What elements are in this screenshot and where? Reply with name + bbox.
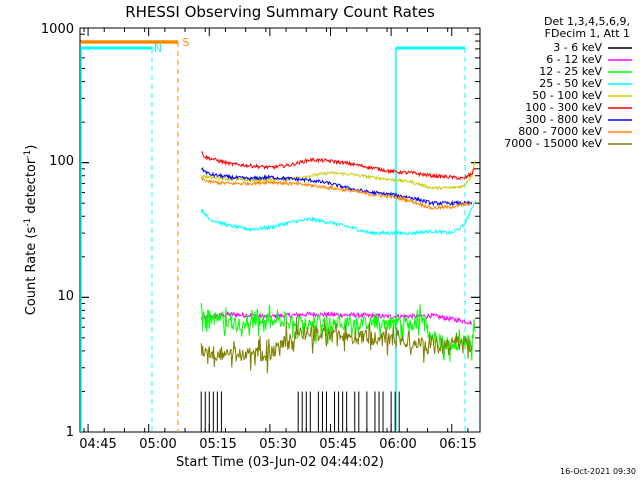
x-tick-label-0500: 05:00 [139,437,176,452]
legend-label-3-6: 3 - 6 keV [553,41,602,54]
x-tick-label-0515: 05:15 [199,437,236,452]
series-3-6-kev [200,391,400,432]
legend-label-7000-15000: 7000 - 15000 keV [504,137,602,150]
y-axis-title: Count Rate (s-1 detector-1) [23,145,39,316]
axis-ticks [80,27,480,433]
legend-label-800-7000: 800 - 7000 keV [518,125,602,138]
x-axis-title: Start Time (03-Jun-02 04:44:02) [176,455,384,470]
y-tick-label-1000: 1000 [41,22,74,37]
series-line-7 [200,176,473,210]
chart-title: RHESSI Observing Summary Count Rates [125,3,435,21]
legend-label-25-50: 25 - 50 keV [539,77,602,90]
y-tick-label-100: 100 [49,154,74,169]
series-line-8 [200,316,473,374]
legend-label-6-12: 6 - 12 keV [546,53,602,66]
x-tick-label-0445: 04:45 [79,437,116,452]
x-tick-label-0545: 05:45 [319,437,356,452]
legend: Det 1,3,4,5,6,9, FDecim 1, Att 1 3 - 6 k… [504,15,632,150]
series-line-3 [200,200,476,237]
x-tick-label-0600: 06:00 [379,437,416,452]
legend-label-12-25: 12 - 25 keV [539,65,602,78]
y-tick-label-1: 1 [66,425,74,440]
y-tick-label-10: 10 [57,289,74,304]
series-line-5 [201,151,476,181]
series-line-4 [200,160,476,191]
timestamp: 16-Oct-2021 09:30 [560,467,636,476]
annotation-n: N [154,42,162,55]
data-series [200,151,476,432]
legend-label-100-300: 100 - 300 keV [525,101,602,114]
legend-header-2: FDecim 1, Att 1 [545,27,630,40]
legend-label-300-800: 300 - 800 keV [525,113,602,126]
legend-header-1: Det 1,3,4,5,6,9, [544,15,630,28]
legend-label-50-100: 50 - 100 keV [532,89,602,102]
mode-markers [80,40,466,432]
annotation-s: S [183,36,190,49]
series-line-1 [200,310,473,326]
x-tick-label-0615: 06:15 [439,437,476,452]
plot-frame [79,27,481,433]
x-tick-label-0530: 05:30 [259,437,296,452]
series-line-2 [200,302,476,362]
series-line-6 [201,166,473,207]
